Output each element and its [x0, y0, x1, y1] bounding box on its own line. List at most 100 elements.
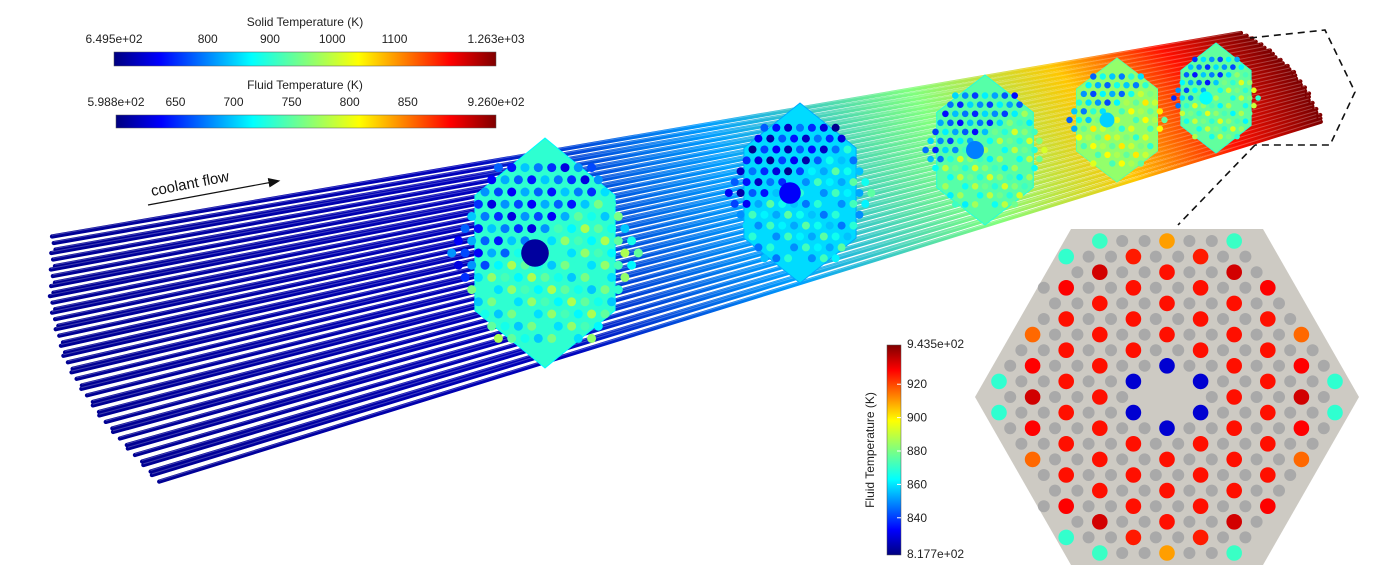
fluid-colorbar-min-label: 5.988e+02	[87, 95, 144, 109]
slice-hole	[837, 134, 846, 143]
inset-fuel-pin	[1172, 469, 1185, 481]
slice-hole	[593, 297, 603, 307]
slice-hole	[1104, 99, 1111, 106]
slice-hole	[1016, 137, 1023, 145]
slice-hole	[825, 243, 834, 252]
slice-hole	[849, 178, 858, 187]
inset-fuel-pin	[1306, 375, 1319, 388]
slice-hole	[1016, 101, 1023, 108]
slice-hole	[1001, 164, 1009, 172]
slice-hole	[843, 189, 852, 197]
slice-hole	[513, 175, 523, 185]
slice-hole	[567, 224, 577, 234]
inset-fuel-pin	[1138, 422, 1151, 435]
slice-hole	[796, 254, 804, 263]
slice-hole	[1011, 183, 1018, 190]
slice-hole	[553, 272, 563, 282]
slice-hole	[947, 119, 954, 127]
slice-hole	[976, 119, 984, 127]
slice-hole	[772, 232, 781, 241]
slice-hole	[961, 110, 969, 118]
inset-fuel-pin	[1015, 344, 1028, 357]
slice-hole	[778, 221, 787, 230]
slice-hole	[1246, 110, 1253, 117]
slice-hole	[1192, 72, 1198, 78]
slice-hole	[996, 137, 1004, 145]
slice-hole	[1213, 64, 1219, 70]
slice-hole	[986, 192, 994, 199]
inset-fuel-pin	[1105, 500, 1117, 513]
slice-hole	[500, 175, 510, 185]
slice-hole	[547, 285, 557, 295]
inset-coolant-channel	[1159, 482, 1175, 499]
slice-hole	[620, 224, 630, 234]
slice-hole	[986, 155, 994, 163]
slice-hole	[801, 178, 810, 187]
slice-hole	[1109, 125, 1116, 132]
slice-hole	[1026, 155, 1033, 163]
coolant-channel-rod	[50, 55, 1278, 305]
colorbar-tick-label: 1000	[319, 32, 346, 46]
slice-hole	[1094, 82, 1102, 89]
slice-hole	[507, 187, 517, 197]
slice-hole	[493, 260, 503, 270]
slice-hole	[1225, 87, 1232, 94]
coolant-channel-rod	[157, 119, 1323, 484]
inset-coolant-channel	[1226, 326, 1242, 343]
slice-hole	[520, 309, 530, 319]
slice-hole	[952, 201, 959, 208]
inset-fuel-pin	[1116, 547, 1129, 559]
inset-coolant-channel	[1260, 342, 1276, 359]
slice-hole	[831, 145, 840, 154]
slice-hole	[1142, 134, 1149, 141]
slice-hole	[580, 199, 590, 209]
slice-hole	[587, 163, 597, 173]
slice-hole	[937, 119, 944, 127]
fluid-colorbar-bar	[115, 114, 497, 129]
inset-fuel-pin	[1239, 344, 1252, 357]
inset-fuel-pin	[1172, 250, 1185, 263]
slice-hole	[1128, 90, 1135, 98]
slice-hole	[587, 285, 597, 295]
slice-hole	[813, 243, 822, 252]
inset-coolant-channel	[1192, 467, 1209, 483]
inset-coolant-channel	[1125, 373, 1142, 390]
slice-hole	[493, 211, 503, 221]
slice-hole	[772, 145, 781, 154]
inset-fuel-pin	[1049, 328, 1061, 341]
slice-hole	[480, 187, 490, 197]
slice-hole	[473, 297, 483, 307]
axial-slice	[724, 102, 876, 284]
slice-hole	[580, 297, 590, 307]
inset-fuel-pin	[1239, 437, 1252, 450]
slice-hole	[1234, 102, 1240, 109]
inset-coolant-channel	[1058, 311, 1074, 327]
slice-hole	[1071, 125, 1078, 132]
slice-hole	[976, 101, 984, 108]
slice-hole	[966, 101, 974, 108]
slice-hole	[849, 156, 858, 165]
slice-hole	[1128, 73, 1135, 80]
inset-fuel-pin	[1183, 297, 1196, 310]
slice-hole	[533, 285, 543, 295]
slice-hole	[1085, 134, 1092, 141]
slice-hole	[1230, 79, 1236, 86]
inset-fuel-pin	[1116, 484, 1129, 497]
slice-hole	[593, 272, 603, 282]
inset-fuel-pin	[1284, 344, 1297, 357]
slice-hole	[1123, 82, 1130, 89]
slice-hole	[976, 173, 984, 181]
slice-hole	[593, 175, 603, 185]
colorbar-tick-label: 840	[907, 511, 927, 525]
slice-hole	[1230, 126, 1236, 132]
slice-hole	[1001, 146, 1009, 154]
slice-hole	[567, 297, 577, 307]
slice-hole	[766, 199, 775, 208]
inset-coolant-channel	[1293, 326, 1310, 343]
inset-fuel-pin	[1250, 484, 1263, 497]
slice-hole	[1011, 110, 1018, 118]
slice-hole	[1230, 110, 1236, 117]
slice-hole	[540, 272, 550, 282]
inset-colorbar-bar	[886, 344, 902, 556]
slice-hole	[493, 187, 503, 197]
